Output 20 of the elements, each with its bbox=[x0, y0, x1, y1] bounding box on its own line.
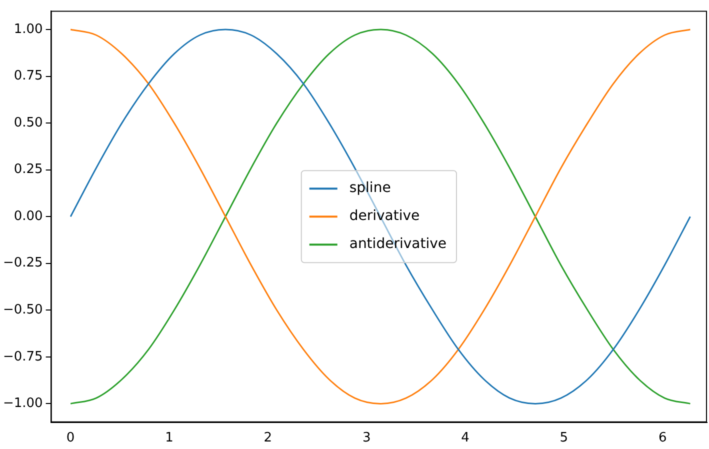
x-tick-label: 3 bbox=[362, 430, 371, 446]
x-tick-label: 0 bbox=[66, 430, 75, 446]
x-tick-label: 6 bbox=[658, 430, 667, 446]
x-tick-label: 4 bbox=[461, 430, 470, 446]
y-tick-label: 0.50 bbox=[14, 115, 43, 130]
y-tick-label: 0.00 bbox=[14, 208, 43, 224]
y-tick-label: −0.25 bbox=[2, 256, 43, 271]
y-tick-label: 0.25 bbox=[14, 162, 43, 178]
legend-label: spline bbox=[349, 180, 391, 196]
x-tick-label: 1 bbox=[165, 430, 174, 446]
y-tick-label: −1.00 bbox=[2, 396, 43, 412]
x-tick-label: 5 bbox=[560, 430, 568, 446]
y-tick-label: 1.00 bbox=[14, 22, 43, 37]
legend-label: derivative bbox=[349, 208, 420, 224]
legend-label: antiderivative bbox=[349, 236, 446, 252]
y-tick-label: −0.75 bbox=[2, 349, 43, 364]
line-series bbox=[70, 28, 691, 404]
x-tick-label: 2 bbox=[264, 430, 272, 446]
y-tick-label: −0.50 bbox=[2, 302, 43, 318]
y-tick-label: 0.75 bbox=[14, 68, 43, 84]
